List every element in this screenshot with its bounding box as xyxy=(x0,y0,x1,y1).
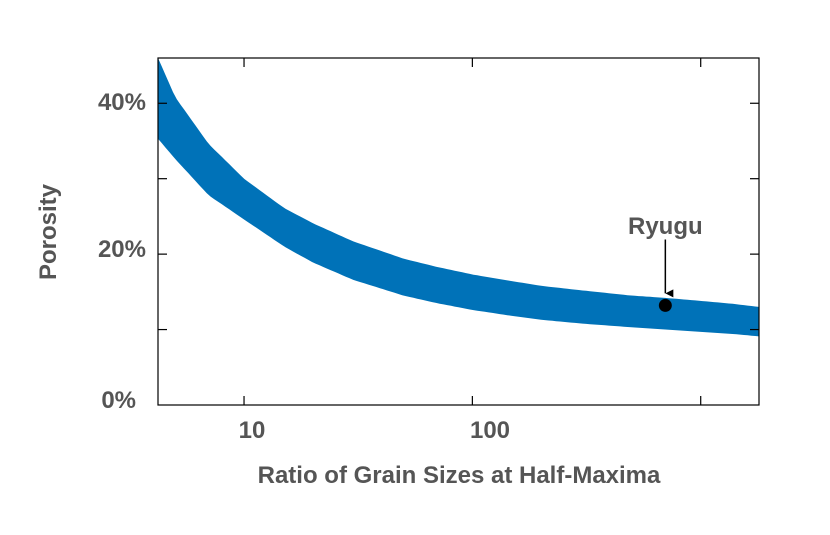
x-tick-label-100: 100 xyxy=(470,417,510,444)
ryugu-data-point xyxy=(658,298,672,312)
ryugu-label: Ryugu xyxy=(628,213,703,240)
x-tick-labels: 10 100 xyxy=(239,417,510,444)
plot-frame xyxy=(157,57,760,406)
porosity-band xyxy=(158,58,759,337)
y-tick-label-40: 40% xyxy=(98,89,146,116)
x-axis-title: Ratio of Grain Sizes at Half-Maxima xyxy=(258,462,661,489)
y-tick-label-0: 0% xyxy=(101,387,136,414)
y-tick-label-20: 20% xyxy=(98,236,146,263)
tick-marks xyxy=(158,58,759,405)
x-tick-label-10: 10 xyxy=(239,417,266,444)
y-tick-labels: 0% 20% 40% xyxy=(98,89,146,414)
y-axis-title: Porosity xyxy=(35,183,62,280)
